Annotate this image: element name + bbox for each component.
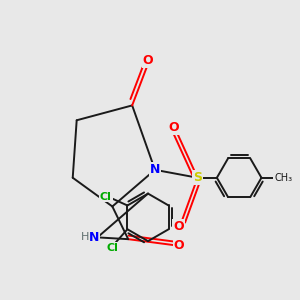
Text: Cl: Cl	[106, 243, 119, 253]
Text: N: N	[150, 163, 160, 176]
Text: N: N	[89, 231, 99, 244]
Text: O: O	[174, 238, 184, 252]
Text: H: H	[81, 232, 89, 242]
Text: Cl: Cl	[100, 192, 112, 202]
Text: S: S	[193, 171, 202, 184]
Text: O: O	[173, 220, 184, 233]
Text: O: O	[169, 121, 179, 134]
Text: CH₃: CH₃	[274, 173, 292, 183]
Text: O: O	[143, 54, 153, 67]
